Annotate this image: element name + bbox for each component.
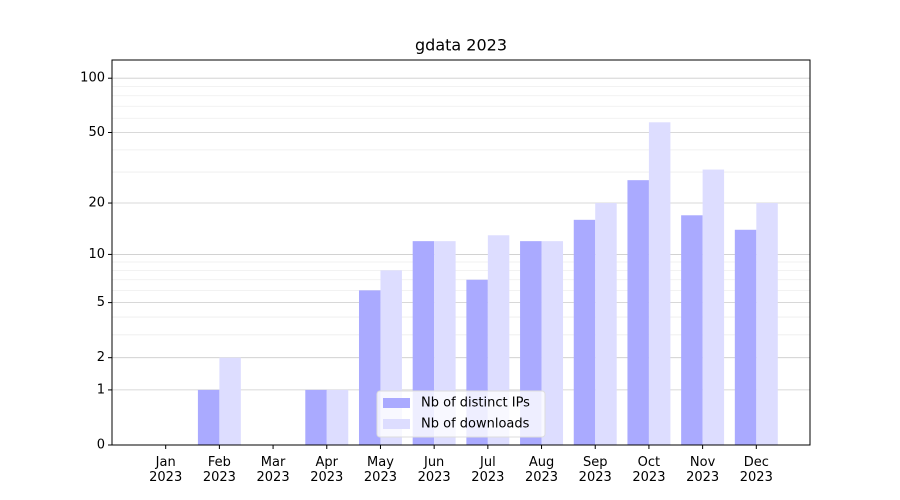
y-tick-label: 20 (88, 196, 105, 211)
bar (756, 203, 778, 445)
y-tick-label: 10 (88, 247, 105, 262)
y-tick-label: 1 (97, 382, 105, 397)
bar (358, 290, 381, 445)
bar (219, 357, 241, 445)
bar (681, 215, 703, 445)
x-tick-label: May 2023 (364, 455, 397, 485)
x-tick-label: Apr 2023 (310, 455, 343, 485)
bar (648, 122, 671, 445)
x-tick-label: Nov 2023 (686, 455, 719, 485)
legend-label: Nb of downloads (421, 417, 530, 432)
x-tick-label: Aug 2023 (525, 455, 558, 485)
bar (702, 169, 725, 445)
bar (573, 219, 596, 445)
x-tick-label: Jun 2023 (418, 455, 451, 485)
bar (627, 180, 649, 445)
x-tick-label: Mar 2023 (257, 455, 290, 485)
x-tick-label: Dec 2023 (740, 455, 773, 485)
bar (326, 389, 349, 445)
x-tick-label: Jul 2023 (471, 455, 504, 485)
y-tick-label: 0 (97, 438, 105, 453)
x-tick-label: Oct 2023 (632, 455, 665, 485)
legend-label: Nb of distinct IPs (421, 396, 530, 411)
bar (305, 389, 327, 445)
y-tick-label: 100 (80, 71, 105, 86)
bar (541, 241, 564, 445)
legend-swatch (383, 398, 410, 408)
y-tick-label: 5 (97, 295, 105, 310)
legend-swatch (383, 419, 410, 429)
bar (734, 229, 757, 445)
y-tick-label: 50 (88, 125, 105, 140)
bar (197, 389, 220, 445)
chart-title: gdata 2023 (415, 36, 507, 55)
x-tick-label: Feb 2023 (203, 455, 236, 485)
plot-frame (111, 59, 811, 446)
legend-box (376, 390, 546, 438)
x-tick-label: Sep 2023 (579, 455, 612, 485)
x-tick-label: Jan 2023 (149, 455, 182, 485)
legend: Nb of distinct IPs Nb of downloads (376, 390, 546, 438)
y-tick-label: 2 (97, 350, 105, 365)
bar (595, 203, 617, 445)
